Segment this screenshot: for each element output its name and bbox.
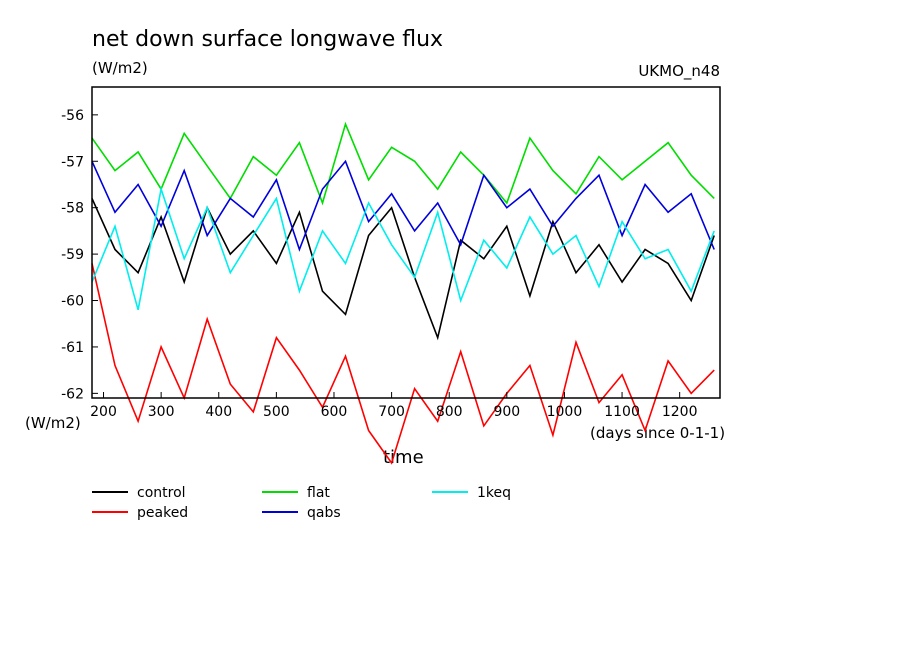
x-tick-label: 500 [263, 404, 290, 420]
y-units-label-bottom: (W/m2) [25, 414, 81, 432]
x-tick-label: 900 [493, 404, 520, 420]
plot-frame [91, 86, 721, 399]
x-axis-title: time [383, 447, 424, 468]
x-units-label: (days since 0-1-1) [590, 424, 725, 442]
x-tick-label: 600 [321, 404, 348, 420]
legend-label-control: control [137, 485, 186, 501]
y-tick-label: -62 [61, 386, 84, 402]
y-tick-label: -60 [61, 294, 84, 310]
series-layer [91, 121, 715, 465]
y-tick-label: -59 [61, 247, 84, 263]
legend-label-qabs: qabs [307, 505, 341, 521]
series-line-flat [91, 121, 715, 206]
y-tick-label: -58 [61, 201, 84, 217]
x-tick-label: 1000 [547, 404, 583, 420]
legend: control peaked flat qabs 1keq [92, 485, 511, 521]
series-line-qabs [91, 159, 715, 252]
x-tick-label: 200 [90, 404, 117, 420]
x-tick-label: 1200 [662, 404, 698, 420]
legend-label-flat: flat [307, 485, 330, 501]
chart-title: net down surface longwave flux [92, 27, 443, 52]
series-line-peaked [91, 263, 715, 465]
y-units-label: (W/m2) [92, 59, 148, 77]
y-tick-label: -61 [61, 340, 84, 356]
x-tick-label: 1100 [604, 404, 640, 420]
y-tick-label: -57 [61, 154, 84, 170]
series-line-control [91, 198, 715, 341]
x-tick-label: 700 [378, 404, 405, 420]
legend-label-peaked: peaked [137, 505, 188, 521]
y-tick-label: -56 [61, 108, 84, 124]
series-line-1keq [91, 185, 715, 311]
x-tick-label: 300 [148, 404, 175, 420]
x-tick-label: 400 [205, 404, 232, 420]
legend-label-1keq: 1keq [477, 485, 511, 501]
model-label: UKMO_n48 [638, 62, 720, 81]
x-tick-label: 800 [436, 404, 463, 420]
tick-layer: 200 300 400 500 600 700 800 900 1000 1100 1200 -56 -… [61, 108, 697, 420]
